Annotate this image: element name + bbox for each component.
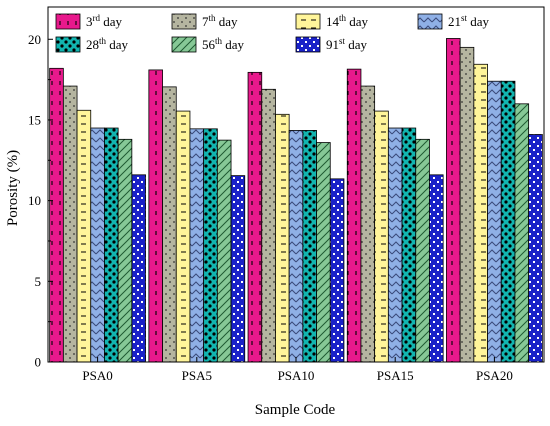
legend-item-4: 21st day [417,13,490,30]
bar-psa20-series-7 [528,134,543,363]
bar-psa0-series-4 [90,127,105,363]
legend-label: 28th day [86,36,129,52]
axes: PSA0 PSA5 PSA10 PSA15 PSA20 0 5 10 15 20 [28,6,545,383]
bar-psa20-series-6 [514,103,530,363]
bar-psa10-series-5 [302,130,317,363]
y-tick-label: 20 [28,32,41,47]
bar-psa5-series-3 [175,110,191,363]
legend-item-7: 91st day [295,36,368,53]
bar-psa5-series-7 [230,175,246,363]
bar-psa5-series-2 [162,86,177,363]
legend-label: 3rd day [86,13,123,29]
legend-swatch [171,13,197,30]
legend: 3rd day 7th day 14th day 21st day 28th day 56… [55,13,490,53]
legend-item-3: 14th day [295,13,369,30]
y-tick-label: 5 [35,274,42,289]
legend-item-6: 56th day [171,36,245,53]
bar-psa20-series-5 [500,80,516,363]
bar-psa10-series-6 [316,142,331,363]
bar-psa5-series-1 [148,69,163,363]
y-tick-label: 0 [35,355,42,370]
x-tick-label: PSA20 [476,368,513,383]
bar-psa15-series-6 [415,138,430,363]
x-tick-label: PSA10 [278,368,315,383]
bar-psa10-series-2 [261,88,276,363]
bar-psa5-series-6 [216,139,232,363]
bar-psa0-series-6 [117,138,133,363]
y-tick-label: 10 [28,193,41,208]
bar-psa20-series-2 [459,46,475,363]
bar-psa10-series-4 [288,130,304,363]
legend-swatch [417,13,443,30]
bar-psa0-series-5 [104,127,119,363]
bar-psa15-series-7 [429,174,444,363]
y-axis-title: Porosity (%) [5,150,21,226]
bar-psa15-series-2 [360,85,376,363]
legend-swatch [295,13,321,30]
legend-item-2: 7th day [171,13,238,30]
bar-psa10-series-3 [275,113,290,363]
legend-item-5: 28th day [55,36,129,53]
bar-psa0-series-1 [49,67,64,363]
bar-psa5-series-5 [203,128,218,363]
bar-psa10-series-1 [247,71,263,363]
bar-psa20-series-4 [487,80,502,363]
legend-swatch [55,36,81,53]
legend-label: 7th day [202,13,238,29]
bar-psa0-series-3 [76,109,92,363]
x-tick-label: PSA0 [82,368,112,383]
legend-swatch [295,36,321,53]
x-tick-label: PSA5 [182,368,212,383]
bar-psa15-series-4 [387,127,403,363]
bar-psa0-series-7 [131,174,146,363]
bar-psa15-series-1 [346,68,362,363]
legend-label: 56th day [202,36,245,52]
x-axis-title: Sample Code [255,402,336,418]
bar-psa0-series-2 [62,85,78,363]
legend-label: 91st day [326,36,368,52]
legend-swatch [55,13,81,30]
legend-swatch [171,36,197,53]
bar-psa20-series-1 [446,38,461,363]
bar-psa5-series-4 [189,128,205,363]
x-tick-label: PSA15 [377,368,414,383]
bar-psa15-series-3 [374,110,389,363]
legend-label: 21st day [448,13,490,29]
legend-item-1: 3rd day [55,13,123,30]
bar-psa20-series-3 [473,63,488,363]
y-tick-label: 15 [28,112,41,127]
bar-psa10-series-7 [329,178,345,363]
bar-psa15-series-5 [401,127,417,363]
bars [49,38,543,363]
legend-label: 14th day [326,13,369,29]
